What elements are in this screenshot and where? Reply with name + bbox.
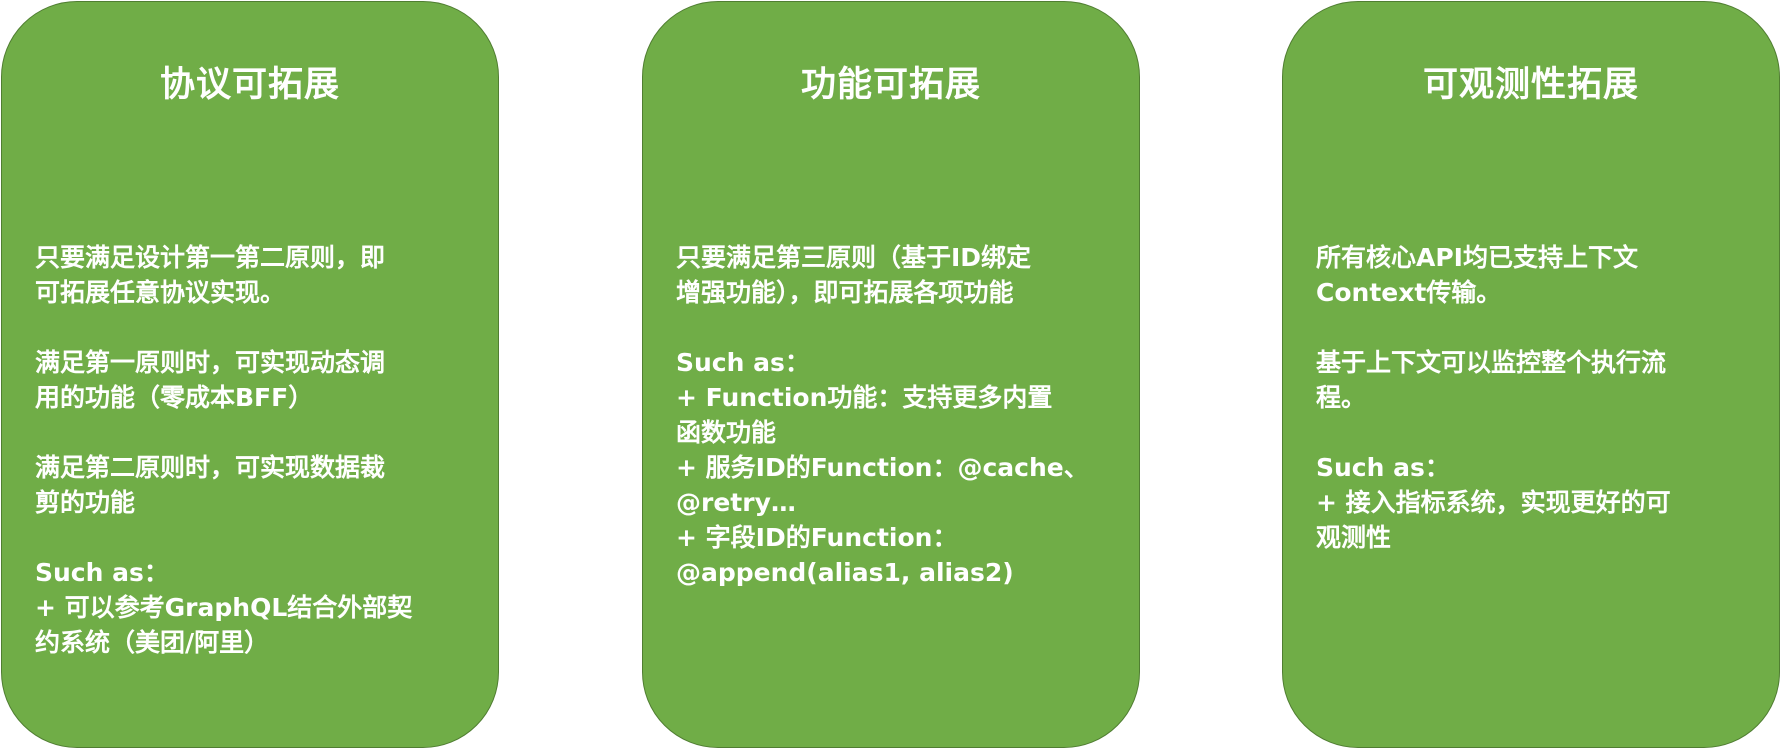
card-paragraph: Such as： + 接入指标系统，实现更好的可 观测性 [1316, 450, 1743, 555]
text-line: + 服务ID的Function：@cache、 [676, 453, 1089, 482]
text-line: @append(alias1, alias2) [676, 558, 1014, 587]
text-line: Such as： [1316, 453, 1450, 482]
card-title: 功能可拓展 [800, 65, 981, 105]
text-line: 程。 [1316, 383, 1367, 412]
text-line: 增强功能），即可拓展各项功能 [676, 278, 1014, 307]
card-paragraph: 只要满足设计第一第二原则，即 可拓展任意协议实现。 [35, 240, 462, 310]
card-body: 只要满足设计第一第二原则，即 可拓展任意协议实现。 满足第一原则时，可实现动态调… [35, 240, 462, 660]
card-body: 所有核心API均已支持上下文 Context传输。 基于上下文可以监控整个执行流… [1316, 240, 1743, 555]
text-line: 只要满足设计第一第二原则，即 [35, 243, 386, 272]
text-line: + 接入指标系统，实现更好的可 [1316, 488, 1671, 517]
text-line: + 可以参考GraphQL结合外部契 [35, 593, 413, 622]
text-line: 约系统（美团/阿里） [35, 628, 270, 657]
text-line: Context传输。 [1316, 278, 1502, 307]
card-title: 可观测性拓展 [1422, 65, 1639, 105]
text-line: 用的功能（零成本BFF） [35, 383, 314, 412]
text-line: 观测性 [1316, 523, 1392, 552]
text-line: 满足第二原则时，可实现数据裁 [35, 453, 386, 482]
card-paragraph: 基于上下文可以监控整个执行流 程。 [1316, 345, 1743, 415]
card-paragraph: 满足第一原则时，可实现动态调 用的功能（零成本BFF） [35, 345, 462, 415]
card-paragraph: 所有核心API均已支持上下文 Context传输。 [1316, 240, 1743, 310]
text-line: 可拓展任意协议实现。 [35, 278, 286, 307]
text-line: + 字段ID的Function： [676, 523, 958, 552]
text-line: 函数功能 [676, 418, 777, 447]
text-line: 满足第一原则时，可实现动态调 [35, 348, 386, 377]
text-line: 只要满足第三原则（基于ID绑定 [676, 243, 1032, 272]
card-paragraph: 满足第二原则时，可实现数据裁 剪的功能 [35, 450, 462, 520]
observability-extension-card: 可观测性拓展 所有核心API均已支持上下文 Context传输。 基于上下文可以… [1282, 1, 1780, 748]
text-line: Such as： [676, 348, 810, 377]
text-line: Such as： [35, 558, 169, 587]
card-title: 协议可拓展 [159, 65, 340, 105]
text-line: + Function功能：支持更多内置 [676, 383, 1053, 412]
text-line: @retry… [676, 488, 796, 517]
card-paragraph: Such as： + Function功能：支持更多内置 函数功能 + 服务ID… [676, 345, 1103, 590]
card-body: 只要满足第三原则（基于ID绑定 增强功能），即可拓展各项功能 Such as： … [676, 240, 1103, 590]
protocol-extension-card: 协议可拓展 只要满足设计第一第二原则，即 可拓展任意协议实现。 满足第一原则时，… [1, 1, 499, 748]
card-paragraph: 只要满足第三原则（基于ID绑定 增强功能），即可拓展各项功能 [676, 240, 1103, 310]
card-paragraph: Such as： + 可以参考GraphQL结合外部契 约系统（美团/阿里） [35, 555, 462, 660]
text-line: 基于上下文可以监控整个执行流 [1316, 348, 1667, 377]
feature-extension-card: 功能可拓展 只要满足第三原则（基于ID绑定 增强功能），即可拓展各项功能 Suc… [642, 1, 1140, 748]
text-line: 所有核心API均已支持上下文 [1316, 243, 1638, 272]
text-line: 剪的功能 [35, 488, 136, 517]
